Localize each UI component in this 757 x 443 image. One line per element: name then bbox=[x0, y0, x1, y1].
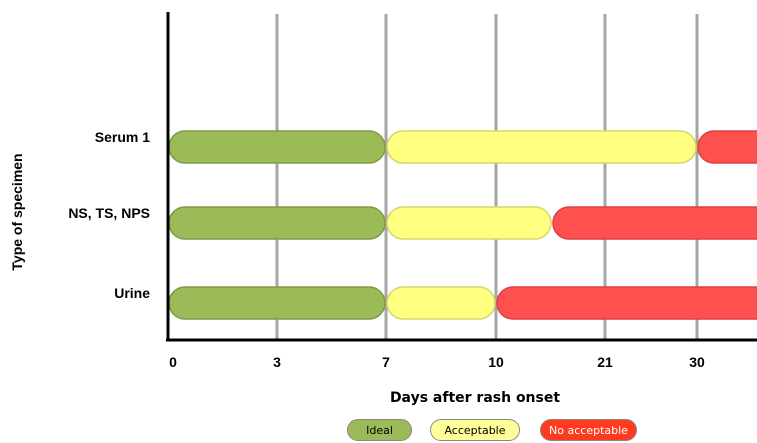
category-label: Urine bbox=[114, 285, 150, 301]
bar-acceptable bbox=[386, 286, 496, 320]
bar-acceptable bbox=[386, 130, 697, 164]
x-tick-label: 21 bbox=[597, 354, 613, 370]
x-tick-label: 0 bbox=[169, 354, 177, 370]
x-tick-label: 10 bbox=[488, 354, 504, 370]
legend-item-acceptable: Acceptable bbox=[430, 419, 520, 441]
x-tick-labels: 0 3 7 10 21 30 bbox=[169, 354, 705, 370]
range-bars bbox=[168, 130, 757, 320]
legend: Ideal Acceptable No acceptable bbox=[0, 419, 757, 441]
bar-ideal bbox=[168, 206, 386, 240]
x-tick-label: 7 bbox=[382, 354, 390, 370]
bar-acceptable bbox=[386, 206, 552, 240]
x-tick-label: 3 bbox=[273, 354, 281, 370]
bar-ideal bbox=[168, 286, 386, 320]
x-tick-label: 30 bbox=[689, 354, 705, 370]
legend-item-ideal: Ideal bbox=[347, 419, 412, 441]
bar-no-acceptable bbox=[496, 286, 757, 320]
category-labels: Serum 1 NS, TS, NPS Urine bbox=[68, 129, 150, 301]
x-axis-title: Days after rash onset bbox=[390, 390, 560, 406]
legend-label: No acceptable bbox=[549, 424, 628, 437]
category-label: Serum 1 bbox=[95, 129, 150, 145]
category-label: NS, TS, NPS bbox=[68, 205, 150, 221]
bar-no-acceptable bbox=[697, 130, 757, 164]
bar-ideal bbox=[168, 130, 386, 164]
legend-label: Acceptable bbox=[444, 424, 506, 437]
gridlines bbox=[275, 14, 699, 340]
y-axis-title: Type of specimen bbox=[9, 153, 25, 270]
bar-no-acceptable bbox=[552, 206, 757, 240]
legend-label: Ideal bbox=[366, 424, 393, 437]
legend-item-no-acceptable: No acceptable bbox=[540, 419, 637, 441]
